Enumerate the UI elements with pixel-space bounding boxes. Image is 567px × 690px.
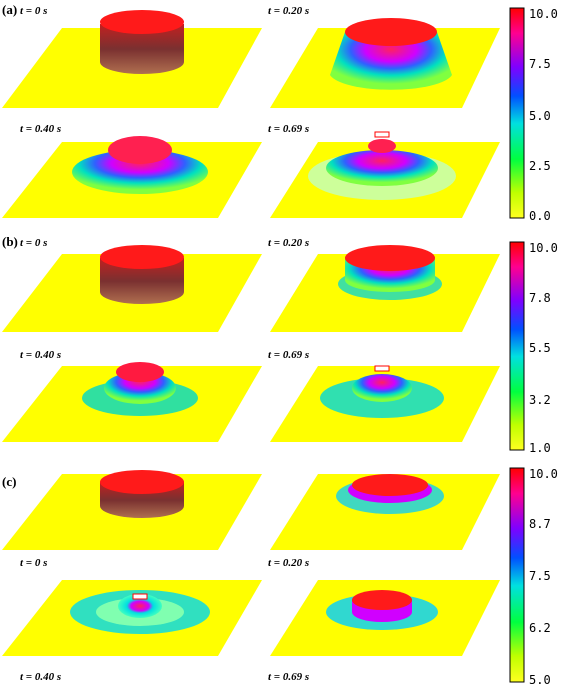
panel-c-frame-3: t = 0.40 s — [2, 580, 262, 683]
mound-top — [116, 362, 164, 382]
panel-c-label: (c) — [2, 474, 16, 489]
mound — [326, 150, 438, 186]
cylinder-top — [100, 470, 184, 494]
mound-top — [352, 590, 412, 610]
mound — [330, 32, 452, 90]
colorbar-tick: 0.0 — [529, 209, 551, 223]
panel-a-frame-4: t = 0.69 s — [268, 123, 500, 218]
panel-b-frame-2: t = 0.20 s — [268, 237, 500, 332]
time-label: t = 0.20 s — [268, 237, 309, 249]
colorbar — [509, 7, 525, 219]
panel-b-label: (b) — [2, 234, 18, 249]
peak-marker — [132, 593, 148, 600]
colorbar-tick: 7.8 — [529, 291, 551, 305]
time-label: t = 0.20 s — [268, 557, 309, 569]
panel-c: (c) t = 0 s t = 0.20 s t = 0.40 s — [2, 467, 558, 687]
cylinder-top — [100, 245, 184, 269]
colorbar-tick: 7.5 — [529, 569, 551, 583]
panel-c-frame-1: t = 0 s — [2, 470, 262, 569]
colorbar-a: 10.0 7.5 5.0 2.5 0.0 — [509, 7, 558, 223]
colorbar-c: 10.0 8.7 7.5 6.2 5.0 — [509, 467, 558, 687]
mound — [72, 150, 208, 194]
colorbar-tick: 2.5 — [529, 159, 551, 173]
panel-a-frame-3: t = 0.40 s — [2, 123, 262, 218]
panel-a-label: (a) — [2, 2, 17, 17]
panel-a-frame-2: t = 0.20 s — [268, 5, 500, 108]
time-label: t = 0.20 s — [268, 5, 309, 17]
panel-c-frame-4: t = 0.69 s — [268, 580, 500, 683]
time-label: t = 0.40 s — [20, 123, 61, 135]
panel-b: (b) t = 0 s t = 0.20 s t = 0.40 s — [2, 234, 558, 455]
colorbar-tick: 5.0 — [529, 109, 551, 123]
panel-b-frame-1: t = 0 s — [2, 237, 262, 332]
colorbar-tick: 3.2 — [529, 393, 551, 407]
time-label: t = 0.40 s — [20, 671, 61, 683]
colorbar-tick: 1.0 — [529, 441, 551, 455]
mound-top — [345, 245, 435, 271]
cylinder-wall — [100, 24, 184, 74]
mound — [118, 594, 162, 618]
colorbar-b: 10.0 7.8 5.5 3.2 1.0 — [509, 241, 558, 455]
time-label: t = 0.69 s — [268, 671, 309, 683]
colorbar-tick: 5.0 — [529, 673, 551, 687]
cylinder-top — [100, 10, 184, 34]
cylinder-wall — [100, 258, 184, 304]
colorbar-tick: 10.0 — [529, 7, 558, 21]
mound — [104, 372, 176, 404]
colorbar-tick: 8.7 — [529, 517, 551, 531]
colorbar-tick: 10.0 — [529, 467, 558, 481]
colorbar — [509, 241, 525, 451]
mound-top — [108, 136, 172, 164]
mound-top — [352, 474, 428, 496]
panel-a: (a) t = 0 s t = 0.20 s t = 0.40 s — [2, 2, 558, 223]
mound-top — [345, 18, 437, 46]
colorbar-tick: 5.5 — [529, 341, 551, 355]
colorbar-tick: 7.5 — [529, 57, 551, 71]
colorbar-tick: 6.2 — [529, 621, 551, 635]
panel-a-frame-1: t = 0 s — [2, 5, 262, 108]
time-label: t = 0 s — [20, 5, 47, 17]
mound-top — [368, 139, 396, 153]
peak-marker — [374, 131, 390, 138]
panel-b-frame-3: t = 0.40 s — [2, 349, 262, 442]
panel-b-frame-4: t = 0.69 s — [268, 349, 500, 442]
time-label: t = 0 s — [20, 237, 47, 249]
colorbar — [509, 467, 525, 683]
time-label: t = 0.69 s — [268, 123, 309, 135]
panel-c-frame-2: t = 0.20 s — [268, 474, 500, 569]
time-label: t = 0.69 s — [268, 349, 309, 361]
colorbar-tick: 10.0 — [529, 241, 558, 255]
mound — [352, 374, 412, 402]
time-label: t = 0 s — [20, 557, 47, 569]
peak-marker — [374, 365, 390, 372]
time-label: t = 0.40 s — [20, 349, 61, 361]
